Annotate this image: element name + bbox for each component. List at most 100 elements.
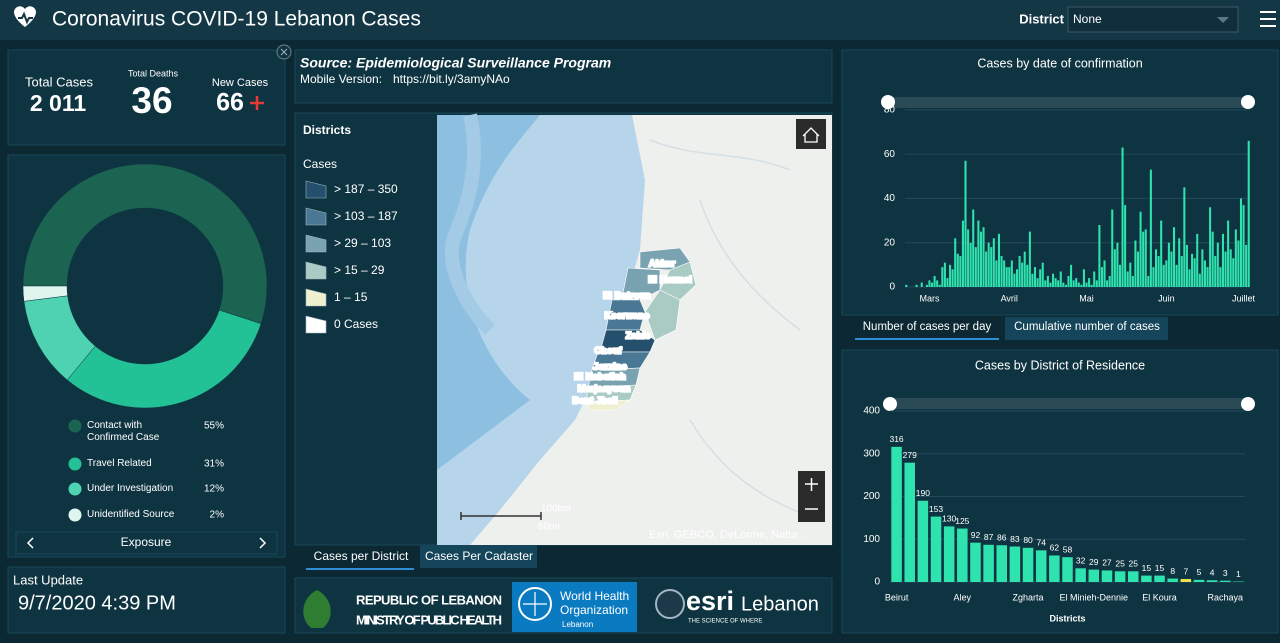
bar xyxy=(987,242,990,287)
bar xyxy=(996,545,1008,582)
who-line2: Organization xyxy=(560,603,628,617)
bar xyxy=(1072,280,1075,287)
slider-handle[interactable] xyxy=(1241,397,1255,411)
heart-pulse xyxy=(18,11,33,25)
bar xyxy=(1221,233,1224,287)
who-line1: World Health xyxy=(560,589,629,603)
legend-label: > 187 – 350 xyxy=(334,182,398,196)
dropdown-arrow[interactable] xyxy=(1217,17,1229,23)
bar xyxy=(1010,260,1013,287)
map-label: Kesrwane xyxy=(605,311,650,322)
bar xyxy=(1229,249,1232,287)
legend-label: Travel Related xyxy=(87,458,152,469)
expand-icon[interactable] xyxy=(276,44,292,60)
bar xyxy=(1154,249,1158,287)
data-label: 190 xyxy=(916,488,930,498)
data-label: 25 xyxy=(1115,559,1125,569)
bar xyxy=(1157,256,1160,287)
expand-glyph[interactable] xyxy=(280,48,288,56)
legend-label: > 29 – 103 xyxy=(334,236,391,250)
y-tick-label: 0 xyxy=(889,282,895,293)
data-label: 27 xyxy=(1102,558,1112,568)
y-tick-label: 80 xyxy=(884,104,896,115)
district-select[interactable] xyxy=(1067,6,1239,33)
bar xyxy=(1139,211,1142,287)
map xyxy=(437,113,832,545)
chart-tab[interactable]: Number of cases per day xyxy=(863,321,992,333)
map-tab[interactable]: Cases Per Cadaster xyxy=(425,549,533,563)
y-tick-label: 40 xyxy=(884,193,896,204)
bar xyxy=(933,275,936,287)
slider-handle[interactable] xyxy=(883,397,897,411)
bar xyxy=(982,227,985,287)
prev-arrow[interactable] xyxy=(26,537,34,549)
y-tick-label: 300 xyxy=(863,448,880,459)
source-title: Source: Epidemiological Surveillance Pro… xyxy=(300,55,611,71)
bar xyxy=(904,462,915,582)
bar xyxy=(1203,260,1206,287)
next-arrow[interactable] xyxy=(259,537,267,549)
data-label: 83 xyxy=(1010,534,1020,544)
bar xyxy=(1021,262,1024,287)
slider-handle[interactable] xyxy=(1241,95,1255,109)
home-glyph[interactable] xyxy=(802,127,820,143)
district-slider[interactable] xyxy=(888,398,1250,409)
bar xyxy=(1015,269,1019,287)
esri-tagline: THE SCIENCE OF WHERE xyxy=(688,619,762,625)
bar xyxy=(1049,282,1052,287)
bar xyxy=(1005,267,1008,287)
bar xyxy=(1134,240,1137,287)
bar xyxy=(977,220,980,287)
bar xyxy=(1185,244,1188,287)
mobile-label: Mobile Version: xyxy=(300,72,382,86)
x-tick-label: El Koura xyxy=(1142,592,1177,602)
district-shape xyxy=(659,261,697,301)
bar xyxy=(1219,267,1222,287)
x-tick-label: Mars xyxy=(919,293,939,303)
new-cases-label: New Cases xyxy=(212,77,269,89)
mobile-link[interactable]: https://bit.ly/3amyNAo xyxy=(393,72,510,86)
map-tab[interactable]: Cases per District xyxy=(314,549,409,563)
bar xyxy=(1206,267,1209,287)
bar xyxy=(990,247,993,287)
data-label: 5 xyxy=(1197,567,1202,577)
x-tick-label: Juin xyxy=(1158,293,1175,303)
chart-tab[interactable]: Cumulative number of cases xyxy=(1014,321,1160,333)
bar xyxy=(1232,258,1235,287)
map-label: El Hermel xyxy=(648,275,692,286)
header-bar xyxy=(0,0,1280,40)
bar xyxy=(1209,207,1212,287)
bar xyxy=(1088,569,1100,582)
legend-swatch xyxy=(305,315,327,334)
menu-icon[interactable] xyxy=(1260,11,1276,27)
district-value[interactable]: None xyxy=(1073,12,1102,26)
bar xyxy=(1113,249,1116,287)
slider-handle[interactable] xyxy=(881,95,895,109)
bar xyxy=(1124,205,1127,287)
bar xyxy=(967,229,970,287)
stats-panel xyxy=(7,49,286,146)
zoom-in-glyph[interactable] xyxy=(805,478,818,491)
chart-title: Cases by District of Residence xyxy=(975,358,1145,372)
home-button[interactable] xyxy=(796,119,826,149)
y-tick-label: 400 xyxy=(863,406,880,417)
bar xyxy=(1077,282,1080,287)
new-cases: 66 xyxy=(216,89,244,117)
bar xyxy=(1082,269,1085,287)
data-label: 130 xyxy=(942,514,956,524)
bar xyxy=(1013,273,1016,287)
bar xyxy=(1154,575,1165,582)
bar xyxy=(1116,242,1119,287)
time-slider[interactable] xyxy=(886,97,1250,108)
cedar-emblem xyxy=(303,590,331,628)
scale-km: 100km xyxy=(541,504,571,515)
esri-country: Lebanon xyxy=(741,593,819,615)
data-label: 4 xyxy=(1210,568,1215,578)
map-label: Marjaayoun xyxy=(578,384,631,395)
page-title: Coronavirus COVID-19 Lebanon Cases xyxy=(52,8,421,31)
x-tick-label: El Minieh-Dennie xyxy=(1060,592,1129,602)
legend-swatch xyxy=(305,234,327,253)
bar xyxy=(930,516,942,582)
